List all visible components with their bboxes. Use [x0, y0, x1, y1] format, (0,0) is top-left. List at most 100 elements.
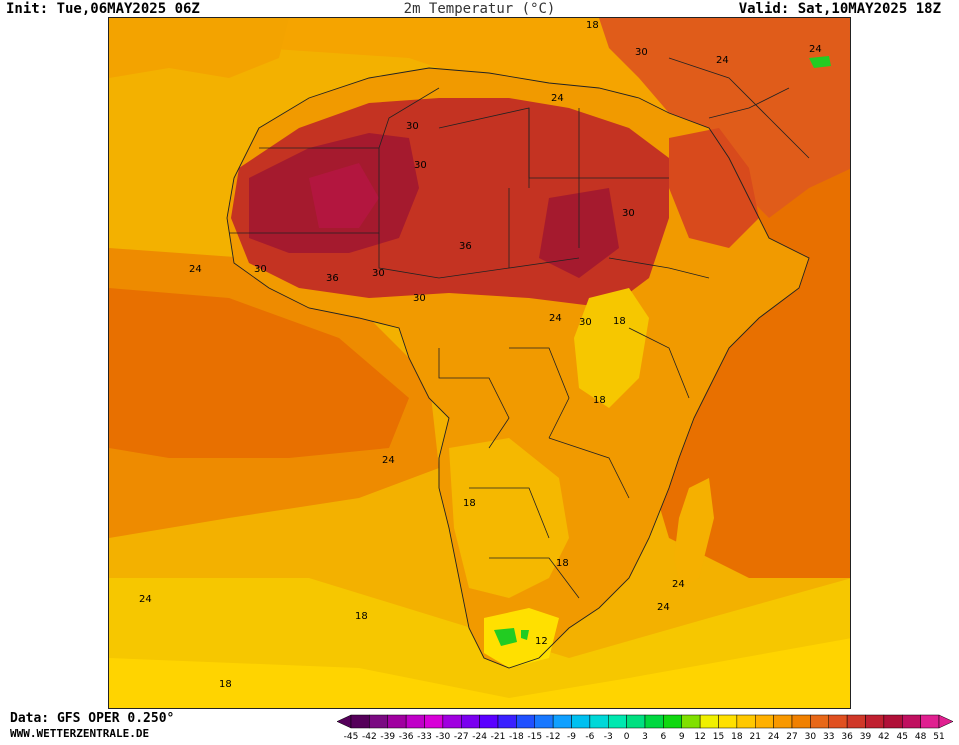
legend-tick-label: -36 — [399, 732, 414, 741]
legend-tick-label: -42 — [362, 732, 377, 741]
legend-swatch — [424, 714, 444, 729]
legend-tick-label: -3 — [604, 732, 613, 741]
contour-label: 30 — [414, 160, 427, 171]
legend-swatch — [350, 714, 370, 729]
contour-label: 18 — [593, 395, 606, 406]
country-borders — [229, 57, 810, 599]
contour-label: 24 — [189, 264, 202, 275]
map-title: 2m Temperatur (°C) — [403, 1, 556, 17]
legend-swatch — [387, 714, 407, 729]
legend-swatch — [369, 714, 388, 729]
data-source-label: Data: GFS OPER 0.250° — [10, 711, 175, 726]
legend-swatch — [699, 714, 719, 729]
contour-label: 30 — [406, 121, 419, 132]
legend-tick-label: 36 — [841, 732, 853, 741]
contour-label: 12 — [535, 636, 548, 647]
legend-tick-label: 12 — [694, 732, 705, 741]
legend-tick-label: -27 — [454, 732, 469, 741]
ethiopian-highlands — [574, 288, 649, 408]
contour-label: 24 — [672, 579, 685, 590]
contour-label: 36 — [326, 273, 339, 284]
legend-tick-label: -45 — [344, 732, 359, 741]
contour-label: 24 — [716, 55, 729, 66]
legend-swatch — [461, 714, 480, 729]
legend-swatch — [405, 714, 425, 729]
cold-spot-highveld — [494, 628, 517, 646]
legend-tick-label: -21 — [491, 732, 506, 741]
legend-tick-label: 39 — [860, 732, 872, 741]
contour-label: 24 — [657, 602, 670, 613]
legend-tick-label: -33 — [417, 732, 432, 741]
legend-tick-label: 3 — [642, 732, 648, 741]
legend-tick-label: 27 — [786, 732, 797, 741]
legend-tick-label: 30 — [805, 732, 817, 741]
legend-swatch — [626, 714, 646, 729]
contour-label: 30 — [622, 208, 635, 219]
contour-label: 18 — [556, 558, 569, 569]
legend-swatch — [497, 714, 517, 729]
map-canvas: 18 30 24 24 24 30 30 24 30 30 36 30 36 2… — [109, 18, 850, 708]
legend-swatch — [755, 714, 774, 729]
color-legend: -45 -42 -39 -36 -33 -30 -27 -24 -21 -18 -15 -12 -9 -6… — [335, 713, 957, 742]
legend-tick-label: 48 — [915, 732, 927, 741]
contour-label: 24 — [551, 93, 564, 104]
legend-right-arrow — [938, 714, 954, 729]
legend-swatch — [865, 714, 885, 729]
legend-swatch — [846, 714, 866, 729]
contour-label: 30 — [254, 264, 267, 275]
legend-swatch — [718, 714, 738, 729]
temperature-map: 18 30 24 24 24 30 30 24 30 30 36 30 36 2… — [108, 17, 851, 709]
legend-swatch — [810, 714, 829, 729]
caspian-cold-spot — [809, 56, 831, 68]
legend-swatch — [442, 714, 462, 729]
contour-label: 24 — [549, 313, 562, 324]
website-label: WWW.WETTERZENTRALE.DE — [10, 727, 150, 740]
legend-swatch — [608, 714, 627, 729]
contour-label: 30 — [413, 293, 426, 304]
valid-time: Valid: Sat,10MAY2025 18Z — [738, 1, 941, 17]
contour-label: 36 — [459, 241, 472, 252]
middle-east-land — [599, 18, 850, 218]
legend-tick-label: -30 — [436, 732, 451, 741]
africa-coastline — [226, 67, 810, 669]
legend-tick-label: 9 — [679, 732, 685, 741]
legend-tick-label: 42 — [878, 732, 889, 741]
legend-swatch — [571, 714, 591, 729]
contour-label: 30 — [635, 47, 648, 58]
legend-tick-label: -24 — [472, 732, 487, 741]
south-ocean-coolest — [109, 638, 850, 708]
legend-tick-label: -39 — [380, 732, 395, 741]
legend-tick-label: 33 — [823, 732, 834, 741]
legend-swatch — [791, 714, 811, 729]
legend-tick-label: -9 — [567, 732, 576, 741]
legend-swatch — [920, 714, 940, 729]
cold-spot-highveld-2 — [521, 630, 529, 640]
contour-label: 18 — [355, 611, 368, 622]
legend-swatch — [589, 714, 609, 729]
contour-label: 18 — [463, 498, 476, 509]
legend-swatch — [773, 714, 793, 729]
legend-tick-label: 21 — [750, 732, 761, 741]
legend-swatch — [644, 714, 664, 729]
init-time: Init: Tue,06MAY2025 06Z — [6, 1, 200, 17]
legend-swatch — [663, 714, 682, 729]
legend-swatch — [902, 714, 921, 729]
contour-label: 24 — [139, 594, 152, 605]
contour-label: 24 — [809, 44, 822, 55]
contour-label: 30 — [579, 317, 592, 328]
contour-label: 18 — [586, 20, 599, 31]
contour-label: 18 — [613, 316, 626, 327]
legend-tick-label: -15 — [527, 732, 542, 741]
madagascar — [674, 478, 714, 588]
legend-swatch — [883, 714, 903, 729]
contour-label: 24 — [382, 455, 395, 466]
legend-swatch — [479, 714, 499, 729]
legend-swatch — [552, 714, 572, 729]
equatorial-atlantic-warm — [109, 288, 409, 458]
legend-tick-label: 45 — [897, 732, 908, 741]
legend-tick-label: 18 — [731, 732, 743, 741]
legend-swatch — [828, 714, 848, 729]
legend-swatch — [516, 714, 535, 729]
legend-tick-label: -18 — [509, 732, 524, 741]
contour-label: 30 — [372, 268, 385, 279]
